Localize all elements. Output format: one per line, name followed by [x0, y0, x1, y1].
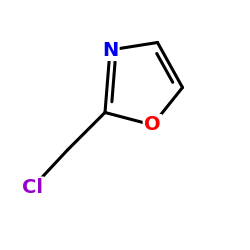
Text: Cl: Cl	[22, 178, 43, 197]
Text: N: N	[102, 40, 118, 60]
Text: O: O	[144, 116, 161, 134]
